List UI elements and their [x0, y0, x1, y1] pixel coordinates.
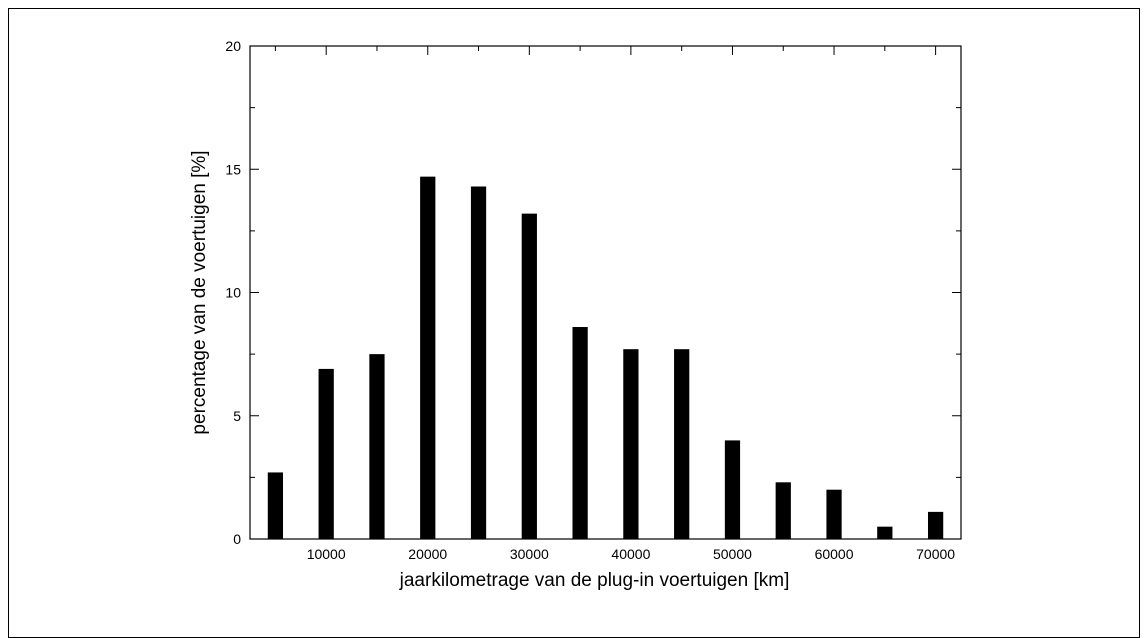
bar-35000 — [572, 327, 588, 539]
bar-5000 — [267, 472, 284, 539]
x-axis-label: jaarkilometrage van de plug-in voertuige… — [399, 570, 790, 591]
bar-30000 — [521, 213, 537, 539]
plot-frame — [249, 45, 962, 540]
y-axis-label: percentage van de voertuigen [%] — [189, 150, 210, 434]
y-tick-label: 5 — [233, 408, 241, 424]
y-tick-label: 15 — [225, 161, 241, 177]
bar-55000 — [775, 482, 791, 539]
bar-65000 — [877, 526, 893, 539]
bar-chart: 10000 20000 30000 40000 50000 60000 70000 0 5 10 1… — [189, 38, 962, 591]
bar-50000 — [724, 440, 741, 539]
bar-70000 — [927, 511, 944, 539]
bars-group — [267, 176, 944, 540]
x-tick-label: 20000 — [408, 546, 447, 562]
y-tick-label: 0 — [233, 531, 241, 547]
bar-60000 — [826, 489, 842, 539]
y-tick-label: 20 — [225, 38, 241, 54]
figure-frame: 10000 20000 30000 40000 50000 60000 70000 0 5 10 1… — [8, 8, 1140, 638]
bar-25000 — [470, 186, 487, 539]
bar-45000 — [674, 349, 690, 539]
x-tick-label: 70000 — [916, 546, 955, 562]
tick-labels-group: 10000 20000 30000 40000 50000 60000 70000 0 5 10 1… — [225, 38, 955, 562]
x-tick-label: 10000 — [307, 546, 346, 562]
x-tick-label: 50000 — [713, 546, 752, 562]
bar-15000 — [369, 354, 385, 540]
bar-20000 — [420, 176, 436, 539]
x-tick-label: 60000 — [815, 546, 854, 562]
x-tick-label: 40000 — [611, 546, 650, 562]
y-tick-label: 10 — [225, 285, 241, 301]
bar-40000 — [623, 349, 639, 539]
ticks-group — [250, 45, 961, 540]
bar-10000 — [318, 368, 334, 539]
x-tick-label: 30000 — [510, 546, 549, 562]
